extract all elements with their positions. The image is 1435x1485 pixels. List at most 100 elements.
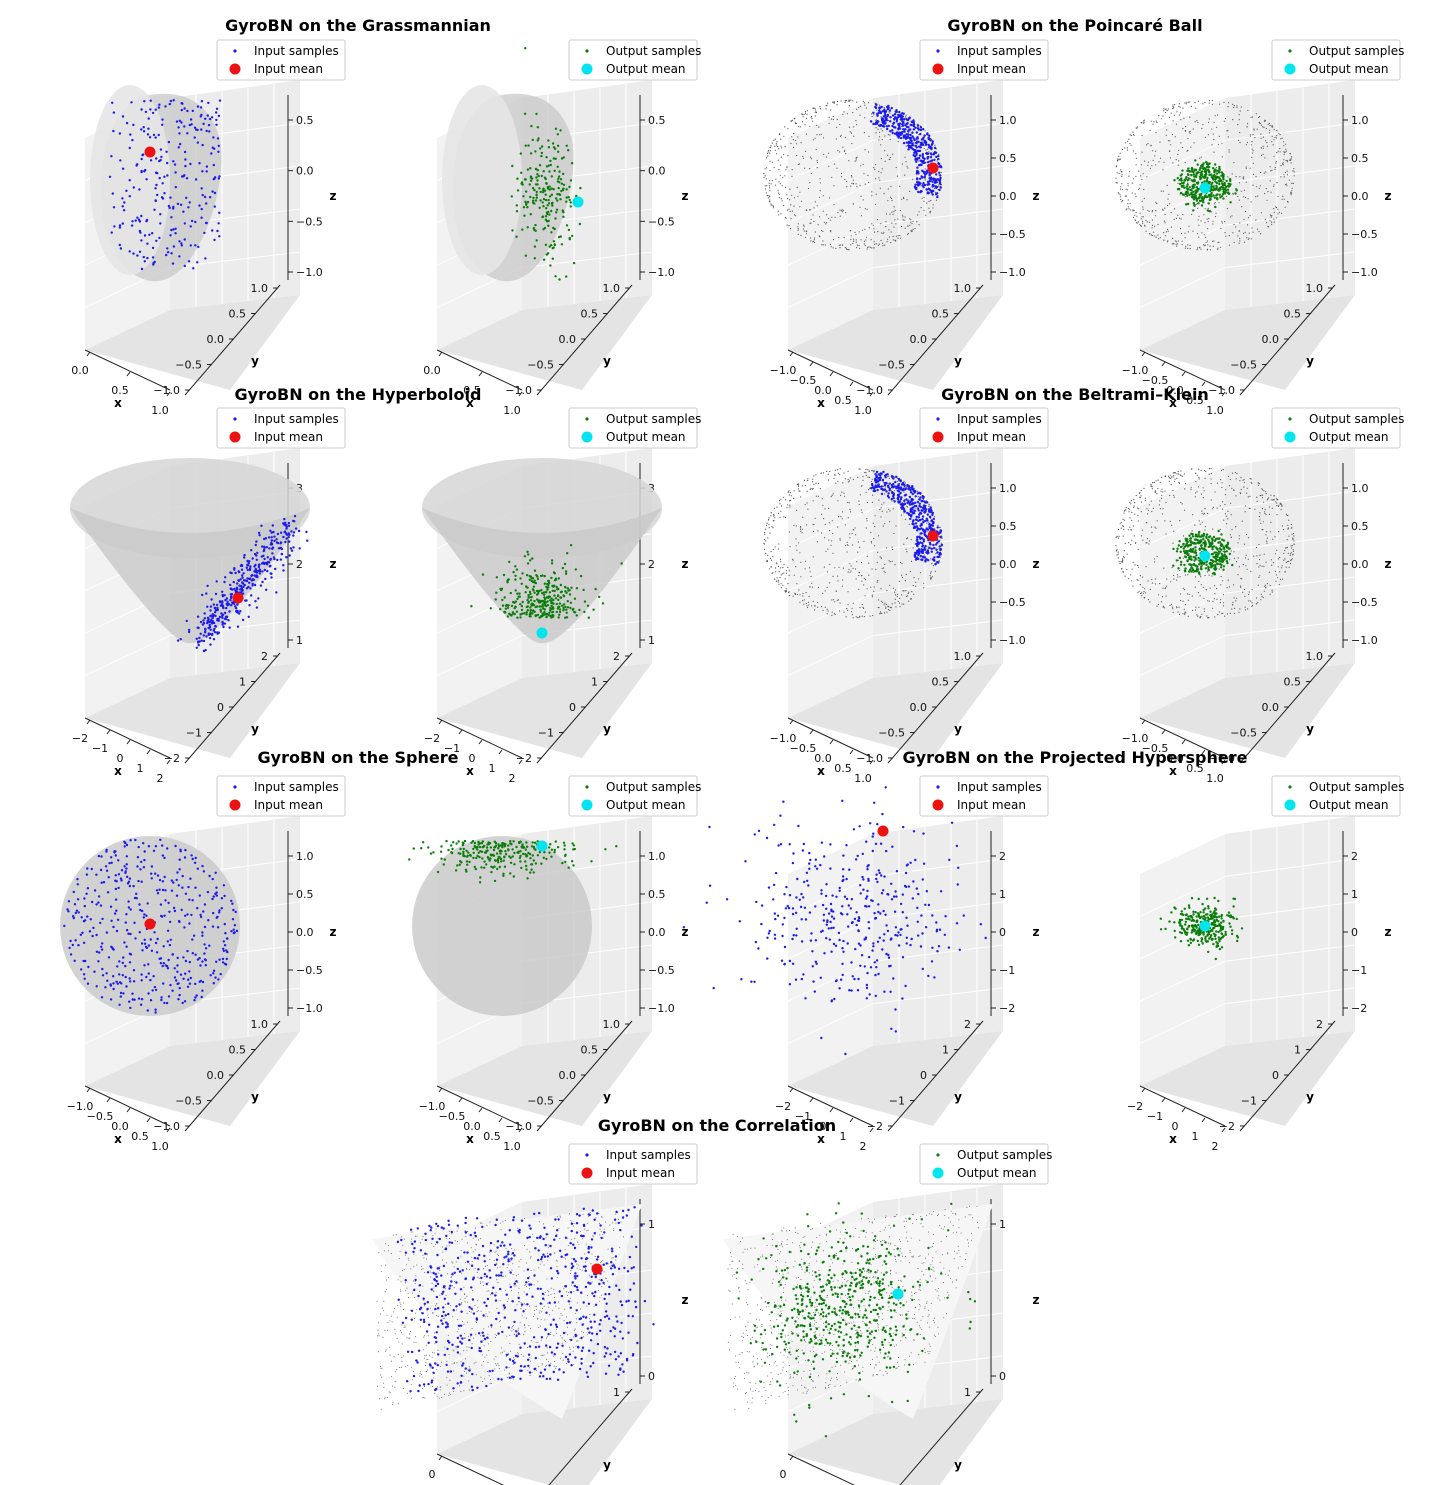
legend-mean-marker <box>229 431 241 443</box>
grid-point <box>1151 234 1153 237</box>
sample-point <box>546 600 549 603</box>
grid-point <box>934 570 936 572</box>
grid-point <box>1201 127 1203 130</box>
sample-point <box>886 127 889 131</box>
sample-point <box>928 177 931 180</box>
sample-point <box>880 492 884 496</box>
grid-point <box>1145 219 1147 222</box>
sample-point <box>229 593 232 596</box>
grid-point <box>858 107 860 109</box>
sample-point <box>1215 184 1218 188</box>
sample-point <box>223 617 226 620</box>
grid-point <box>772 572 774 574</box>
grid-point <box>852 179 854 181</box>
sample-point <box>899 136 903 140</box>
sample-point <box>525 574 529 577</box>
grid-point <box>814 237 816 239</box>
grid-point <box>1274 168 1276 170</box>
sample-point <box>575 587 579 590</box>
grid-point <box>1251 156 1253 158</box>
grid-point <box>777 579 779 581</box>
grid-point <box>888 477 890 479</box>
grid-point <box>834 567 836 569</box>
grid-point <box>1293 175 1295 177</box>
sample-point <box>525 202 528 205</box>
grid-point <box>1184 232 1186 234</box>
grid-point <box>827 479 830 481</box>
sample-point <box>533 228 536 232</box>
x-tick <box>478 371 483 377</box>
grid-point <box>1170 112 1172 114</box>
grid-point <box>818 482 820 484</box>
grid-point <box>852 617 854 619</box>
sample-point <box>241 582 245 585</box>
grid-point <box>795 566 797 568</box>
grid-point <box>1290 162 1292 164</box>
grid-point <box>778 571 780 573</box>
sample-point <box>249 565 252 568</box>
grid-point <box>907 537 909 539</box>
grid-point <box>805 133 808 135</box>
grid-point <box>770 559 773 561</box>
sample-point <box>1219 188 1222 191</box>
grid-point <box>928 504 930 506</box>
sample-point <box>526 168 530 171</box>
grid-point <box>839 468 841 470</box>
grid-point <box>841 244 843 246</box>
sample-point <box>279 558 283 561</box>
grid-point <box>812 530 815 532</box>
grid-point <box>1174 136 1176 138</box>
sample-point <box>550 604 553 608</box>
grid-point <box>837 149 839 152</box>
sample-point <box>556 180 560 183</box>
grid-point <box>1205 236 1207 238</box>
grid-point <box>1181 147 1184 149</box>
x-tick <box>1161 729 1166 735</box>
grid-point <box>855 233 857 236</box>
grid-point <box>1247 537 1250 539</box>
sample-point <box>1182 193 1186 196</box>
sample-point <box>217 631 221 634</box>
sample-point <box>140 169 143 173</box>
sample-point <box>203 231 206 235</box>
grid-point <box>878 170 880 173</box>
sample-point <box>130 224 134 227</box>
grid-point <box>868 151 870 153</box>
grid-point <box>904 580 906 582</box>
grid-point <box>1283 174 1285 176</box>
grid-point <box>874 203 877 205</box>
grid-point <box>1159 141 1161 143</box>
sample-point <box>915 153 918 156</box>
grid-point <box>1143 119 1145 121</box>
grid-point <box>881 232 883 234</box>
grid-point <box>894 219 896 221</box>
grid-point <box>908 591 910 593</box>
grid-point <box>1266 199 1268 201</box>
sample-point <box>217 617 220 621</box>
grid-point <box>782 584 784 586</box>
grid-point <box>868 574 870 576</box>
grid-point <box>1269 166 1271 168</box>
sample-point <box>112 129 115 133</box>
grid-point <box>784 145 786 148</box>
grid-point <box>879 556 881 558</box>
sample-point <box>923 183 927 187</box>
sample-point <box>122 209 126 212</box>
grid-point <box>815 111 818 114</box>
sample-point <box>568 185 571 189</box>
sample-point <box>229 583 232 587</box>
grid-point <box>1246 224 1249 226</box>
sample-point <box>195 637 198 640</box>
grid-point <box>880 516 882 518</box>
sample-point <box>915 504 918 508</box>
grid-point <box>831 520 833 522</box>
grid-point <box>1246 237 1248 239</box>
sample-point <box>147 117 150 120</box>
grid-point <box>859 105 862 107</box>
grid-point <box>1166 184 1168 186</box>
grid-point <box>798 542 800 544</box>
grid-point <box>817 495 819 497</box>
grid-point <box>852 567 854 569</box>
sample-point <box>938 545 941 548</box>
grid-point <box>779 174 781 176</box>
